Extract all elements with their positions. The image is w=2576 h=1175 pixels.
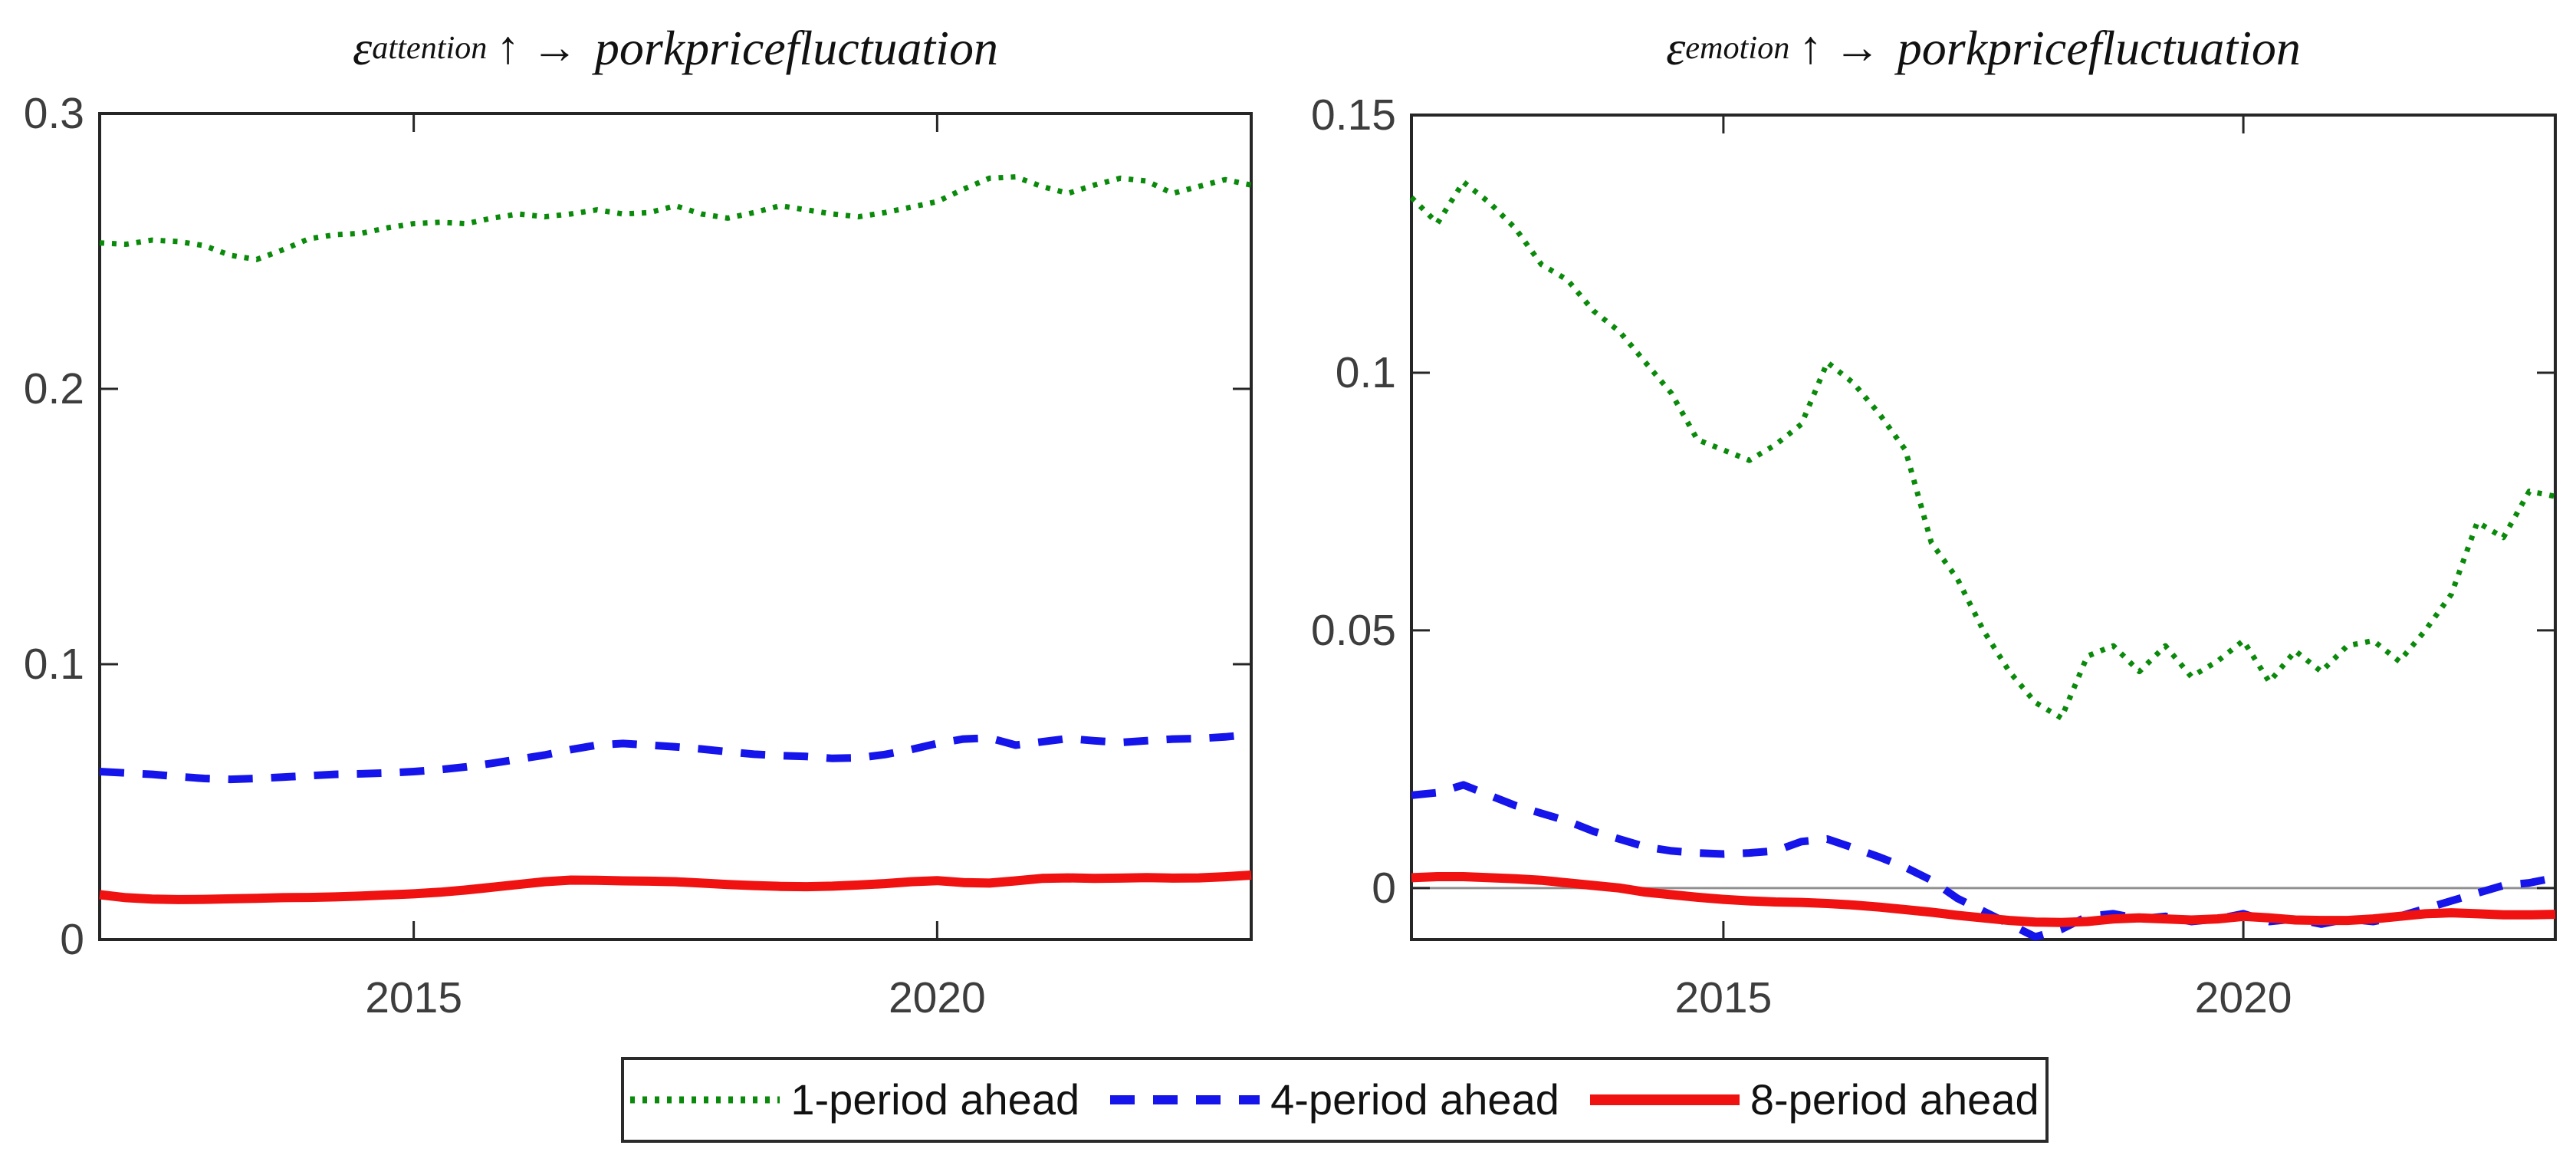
up-right-arrow-icon: ↑ → (496, 22, 578, 74)
series-line-1-period-ahead (1409, 179, 2556, 721)
x-tick-label: 2020 (2194, 973, 2292, 1022)
y-tick-label: 0.05 (1311, 605, 1396, 655)
epsilon-symbol: ε (353, 21, 373, 75)
series-line-4-period-ahead (99, 730, 1252, 784)
legend-label: 8-period ahead (1750, 1075, 2039, 1124)
y-tick-label: 0.15 (1311, 91, 1396, 140)
y-tick-label: 0.1 (1335, 347, 1396, 397)
x-tick-label: 2015 (1674, 973, 1773, 1022)
series-line-8-period-ahead (99, 871, 1252, 904)
y-tick-label: 0.1 (23, 640, 84, 689)
y-tick-label: 0.3 (23, 89, 84, 138)
y-tick-label: 0 (60, 915, 84, 964)
y-tick-label: 0.2 (23, 364, 84, 413)
dashed-line-swatch-icon (1110, 1095, 1260, 1104)
title-rest: porkpricefluctuation (594, 21, 998, 75)
series-line-1-period-ahead (99, 174, 1252, 262)
epsilon-symbol: ε (1666, 21, 1686, 75)
solid-line-swatch-icon (1589, 1094, 1740, 1105)
legend-entry-4-period: 4-period ahead (1110, 1078, 1559, 1121)
panel-title-attention: ε attention ↑ → porkpricefluctuation (353, 21, 998, 75)
legend-entry-1-period: 1-period ahead (630, 1078, 1079, 1121)
x-tick-label: 2020 (888, 973, 986, 1022)
up-right-arrow-icon: ↑ → (1799, 22, 1881, 74)
dotted-line-swatch-icon (630, 1096, 780, 1104)
legend-box: 1-period ahead 4-period ahead 8-period a… (621, 1057, 2049, 1143)
series-line-8-period-ahead (1411, 872, 2556, 927)
y-tick-label: 0 (1372, 863, 1396, 913)
panel-title-emotion: ε emotion ↑ → porkpricefluctuation (1666, 21, 2301, 75)
legend-label: 4-period ahead (1270, 1075, 1559, 1124)
title-rest: porkpricefluctuation (1897, 21, 2301, 75)
x-tick-label: 2015 (365, 973, 463, 1022)
axes-box (98, 112, 1253, 941)
legend-entry-8-period: 8-period ahead (1589, 1075, 2039, 1124)
axes-box (1410, 114, 2557, 941)
legend-label: 1-period ahead (790, 1075, 1080, 1124)
